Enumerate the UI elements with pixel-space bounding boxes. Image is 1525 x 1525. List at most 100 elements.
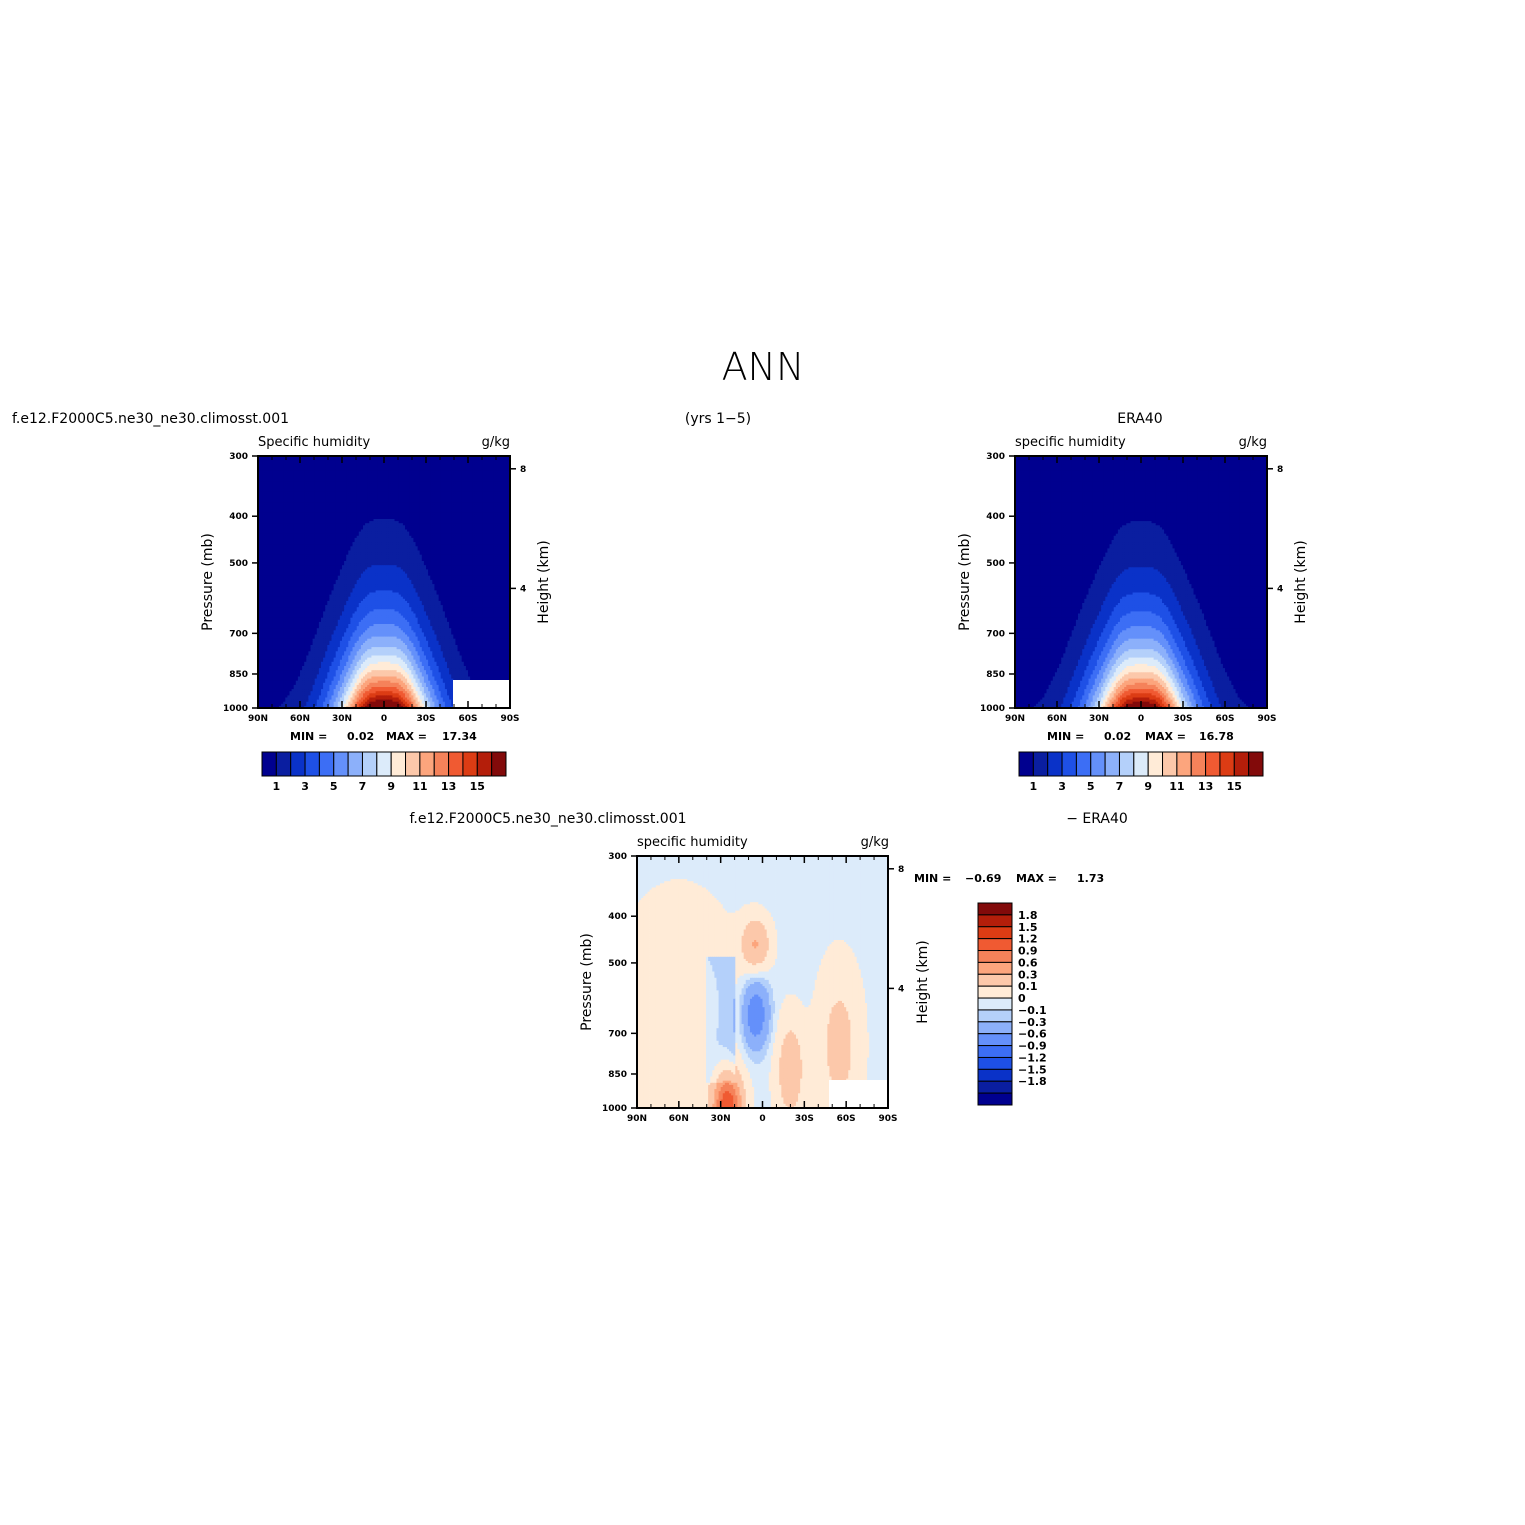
contour-cell xyxy=(421,491,425,495)
contour-cell xyxy=(274,458,278,461)
contour-cell xyxy=(339,508,343,511)
contour-cell xyxy=(279,481,282,484)
contour-cell xyxy=(314,462,318,465)
contour-cell xyxy=(497,456,500,459)
contour-cell xyxy=(442,466,446,469)
contour-cell xyxy=(333,519,337,522)
contour-cell xyxy=(507,516,510,520)
contour-cell xyxy=(358,506,362,509)
contour-cell xyxy=(291,521,295,524)
contour-cell xyxy=(472,514,475,518)
contour-cell xyxy=(304,516,307,520)
contour-cell xyxy=(384,483,387,486)
contour-cell xyxy=(258,470,261,474)
contour-cell xyxy=(428,472,431,476)
contour-cell xyxy=(468,474,471,478)
contour-cell xyxy=(442,489,446,493)
contour-cell xyxy=(442,462,446,465)
contour-cell xyxy=(480,472,484,476)
contour-cell xyxy=(268,470,271,474)
contour-cell xyxy=(291,470,295,474)
contour-cell xyxy=(423,523,427,526)
contour-cell xyxy=(333,487,337,490)
contour-cell xyxy=(272,466,276,469)
contour-cell xyxy=(344,477,347,480)
contour-cell xyxy=(266,493,269,497)
contour-cell xyxy=(350,495,353,499)
contour-cell xyxy=(331,477,334,480)
contour-cell xyxy=(394,489,397,493)
contour-cell xyxy=(306,479,309,482)
contour-cell xyxy=(287,477,290,480)
contour-cell xyxy=(505,464,509,467)
contour-cell xyxy=(463,468,467,472)
contour-cell xyxy=(447,514,450,518)
contour-cell xyxy=(300,504,303,507)
contour-cell xyxy=(392,516,395,520)
contour-cell xyxy=(354,479,358,482)
contour-cell xyxy=(413,470,416,474)
figure-title: ANN xyxy=(722,345,805,389)
contour-cell xyxy=(444,464,448,467)
contour-cell xyxy=(335,504,339,507)
contour-cell xyxy=(384,464,387,467)
contour-cell xyxy=(335,516,339,520)
contour-cell xyxy=(461,458,465,461)
contour-cell xyxy=(434,481,437,484)
contour-cell xyxy=(495,458,498,461)
contour-cell xyxy=(304,483,307,486)
contour-cell xyxy=(465,464,469,467)
contour-cell xyxy=(285,510,288,514)
contour-cell xyxy=(461,510,465,514)
contour-cell xyxy=(369,510,372,514)
contour-cell xyxy=(419,489,423,493)
contour-cell xyxy=(474,468,477,472)
contour-cell xyxy=(434,504,437,507)
contour-cell xyxy=(455,481,458,484)
contour-cell xyxy=(472,468,475,472)
contour-cell xyxy=(344,470,347,474)
contour-cell xyxy=(470,510,473,514)
contour-cell xyxy=(394,462,397,465)
contour-cell xyxy=(306,525,309,528)
contour-cell xyxy=(325,508,328,511)
contour-cell xyxy=(295,481,299,484)
contour-cell xyxy=(300,487,303,490)
contour-cell xyxy=(297,516,301,520)
contour-cell xyxy=(449,477,452,480)
contour-cell xyxy=(499,458,502,461)
contour-cell xyxy=(283,491,286,495)
contour-cell xyxy=(415,487,418,490)
contour-cell xyxy=(451,460,454,463)
contour-cell xyxy=(379,474,383,478)
contour-cell xyxy=(384,472,387,476)
contour-cell xyxy=(375,462,379,465)
contour-cell xyxy=(262,470,265,474)
contour-cell xyxy=(306,504,309,507)
contour-cell xyxy=(323,506,326,509)
contour-cell xyxy=(375,525,379,528)
contour-cell xyxy=(409,477,412,480)
contour-cell xyxy=(346,516,349,520)
contour-cell xyxy=(260,460,263,463)
contour-cell xyxy=(428,460,431,463)
contour-cell xyxy=(461,502,465,505)
contour-cell xyxy=(291,514,295,518)
contour-cell xyxy=(459,483,463,486)
contour-cell xyxy=(495,462,498,465)
contour-cell xyxy=(350,472,353,476)
contour-cell xyxy=(478,458,481,461)
contour-cell xyxy=(493,500,496,503)
contour-cell xyxy=(270,498,274,501)
contour-cell xyxy=(459,519,463,522)
contour-cell xyxy=(285,491,288,495)
contour-cell xyxy=(304,489,307,493)
contour-cell xyxy=(411,489,414,493)
contour-cell xyxy=(411,516,414,520)
contour-cell xyxy=(325,470,328,474)
contour-cell xyxy=(438,506,442,509)
contour-cell xyxy=(447,516,450,520)
contour-cell xyxy=(497,502,500,505)
contour-cell xyxy=(486,500,490,503)
contour-cell xyxy=(285,462,288,465)
